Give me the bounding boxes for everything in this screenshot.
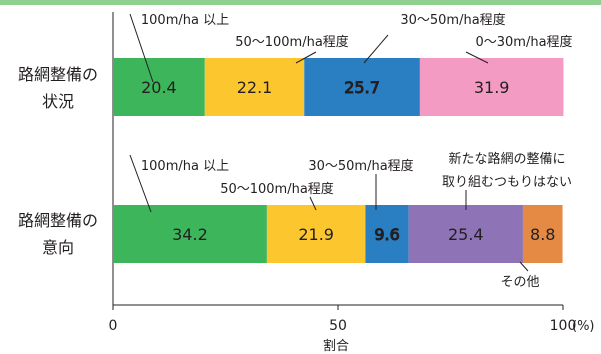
leader-line [309,196,317,211]
bar-segment [304,58,420,116]
leader-line [465,51,489,64]
bar-value-label: 9.6 [374,225,399,244]
x-ticks: 0 50 100 [109,305,577,334]
bar-segment [113,205,267,263]
bar-value-label: 21.9 [298,225,334,244]
bar-segment [419,58,564,116]
bar-segment [365,205,409,263]
leader-lines [129,13,529,272]
leader-line [295,51,317,64]
bar-value-label: 8.8 [530,225,555,244]
bar-segment [266,205,366,263]
category-annotation: 50〜100m/ha程度 [235,34,349,50]
leader-line [519,261,529,272]
category-annotation: 100m/ha 以上 [141,159,229,174]
bar-value-label: 25.4 [448,225,484,244]
bar-segment [522,205,563,263]
leader-line [129,154,152,213]
bars: 20.4 22.1 25.7 31.9 34.2 21.9 9.6 25.4 8.8 [113,58,564,263]
category-annotation: 50〜100m/ha程度 [220,181,334,197]
row-label: 意向 [42,238,74,257]
bar-segment [204,58,305,116]
category-annotation: 30〜50m/ha程度 [400,12,505,28]
category-annotation: 100m/ha 以上 [141,13,229,28]
annotations: 100m/ha 以上 50〜100m/ha程度 30〜50m/ha程度 0〜30m/h… [141,12,573,290]
x-unit-label: (%) [572,319,595,334]
row-label: 路網整備の [18,65,98,84]
x-axis-title: 割合 [323,338,349,354]
category-annotation: 新たな路網の整備に [448,151,565,167]
x-tick-label: 50 [329,318,347,334]
bar-value-label: 20.4 [141,78,177,97]
category-annotation: 30〜50m/ha程度 [308,158,413,174]
category-annotation: 取り組むつもりはない [442,175,572,190]
bar-value-label: 25.7 [344,78,380,97]
row-label: 状況 [42,92,74,111]
leader-line [129,13,154,83]
x-tick-label: 0 [109,318,118,334]
bar-segment [113,58,205,116]
x-tick-label: 100 [550,318,577,334]
category-annotation: 0〜30m/ha程度 [475,34,572,50]
bar-segment [408,205,523,263]
bar-value-label: 34.2 [172,225,208,244]
category-annotation: その他 [500,275,539,290]
leader-line [363,34,389,64]
bar-value-label: 22.1 [237,78,273,97]
row-label: 路網整備の [18,211,98,230]
top-accent-bar [0,0,601,5]
bar-value-label: 31.9 [474,78,510,97]
